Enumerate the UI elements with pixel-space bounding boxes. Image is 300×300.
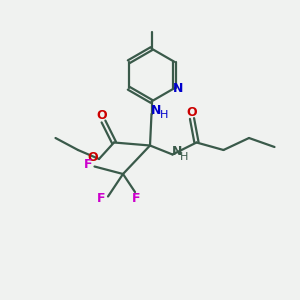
Text: O: O [187, 106, 197, 119]
Text: H: H [180, 152, 189, 163]
Text: N: N [173, 82, 184, 95]
Text: N: N [151, 104, 161, 117]
Text: F: F [84, 158, 92, 172]
Text: O: O [87, 151, 98, 164]
Text: O: O [97, 109, 107, 122]
Text: H: H [160, 110, 168, 121]
Text: F: F [132, 192, 141, 205]
Text: F: F [97, 191, 106, 205]
Text: N: N [172, 145, 182, 158]
